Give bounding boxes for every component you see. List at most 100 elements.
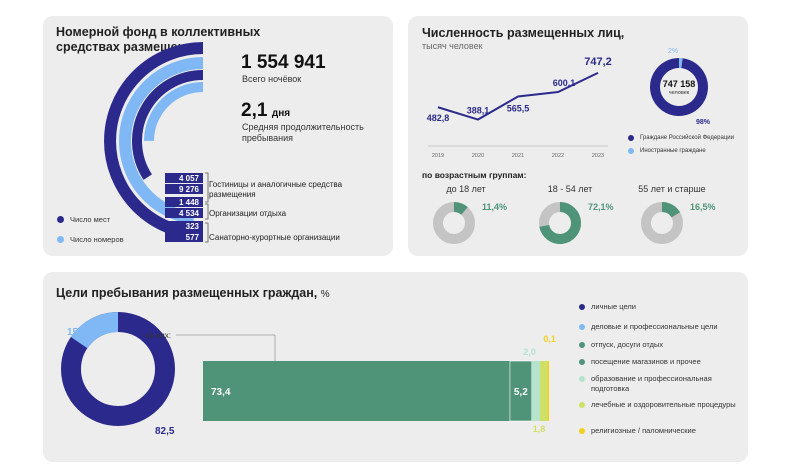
purpose-legend-item: образование и профессиональная подготовк… bbox=[579, 374, 744, 394]
purpose-legend-label: религиозные / паломнические bbox=[591, 426, 696, 435]
age-groups-title: по возрастным группам: bbox=[422, 170, 527, 180]
bar-label-places-hotels-bg bbox=[165, 184, 203, 194]
age-label-2: 55 лет и старше bbox=[638, 184, 706, 194]
age-value-label: 16,5% bbox=[690, 202, 716, 212]
bar-label-places-recreation-bg bbox=[165, 208, 203, 218]
x-tick-label: 2021 bbox=[512, 153, 524, 159]
stack-value-label: 73,4 bbox=[211, 387, 231, 398]
data-label: 482,8 bbox=[427, 113, 450, 123]
age-donut-slice bbox=[453, 202, 468, 215]
purpose-title-text: Цели пребывания размещенных граждан, bbox=[56, 286, 318, 300]
bar-label-places-hotels: 9 276 bbox=[179, 185, 200, 194]
legend-dot-icon bbox=[57, 216, 64, 223]
legend-dot-icon bbox=[579, 342, 585, 348]
stack-segment bbox=[540, 361, 548, 421]
category-label-sanatorium: Санаторно-курортные организации bbox=[209, 233, 340, 242]
stack-value-label: 1,8 bbox=[533, 424, 546, 434]
age-donut-slice bbox=[661, 202, 681, 218]
legend-dot-icon bbox=[579, 376, 585, 382]
of-which-label: из них: bbox=[146, 331, 171, 340]
legend-dot-icon bbox=[579, 304, 585, 310]
total-rooms-label: Всего ночёвок bbox=[242, 74, 302, 84]
donut-center-label: человек bbox=[668, 90, 690, 96]
accommodated-persons-panel: Численность размещенных лиц, тысяч челов… bbox=[408, 16, 748, 256]
data-label: 747,2 bbox=[584, 56, 612, 68]
legend-dot-icon bbox=[628, 148, 634, 154]
x-tick-label: 2019 bbox=[432, 153, 444, 159]
bar-label-places-recreation: 4 534 bbox=[179, 209, 200, 218]
purpose-title-unit: % bbox=[320, 289, 330, 300]
persons-line-chart: 2019 2020 2021 2022 2023 482,8 388,1 565,5 600,1… bbox=[427, 48, 716, 244]
purpose-legend-label: отпуск, досуги отдых bbox=[591, 340, 664, 349]
radial-bar-rooms-recreation bbox=[144, 82, 204, 142]
purpose-legend-item: личные цели bbox=[579, 302, 744, 312]
travel-purpose-panel: Цели пребывания размещенных граждан, % 1… bbox=[43, 272, 748, 462]
x-tick-label: 2023 bbox=[592, 153, 604, 159]
legend-places: Число мест bbox=[57, 215, 110, 224]
category-label-hotels: Гостиницы и аналогичные средства размеще… bbox=[209, 180, 343, 199]
purpose-legend-item: деловые и профессиональные цели bbox=[579, 322, 744, 332]
radial-bar-places-hotels bbox=[104, 42, 204, 240]
bar-label-rooms-sanatorium: 323 bbox=[186, 222, 200, 231]
legend-foreigners-label: Иностранные граждане bbox=[640, 148, 706, 154]
category-bracket bbox=[205, 222, 209, 243]
room-fund-panel: Номерной фонд в коллективных средствах р… bbox=[43, 16, 393, 256]
legend-dot-icon bbox=[628, 135, 634, 141]
stack-value-label: 0,1 bbox=[543, 334, 556, 344]
purpose-value-business: 15,5 bbox=[67, 327, 87, 338]
age-value-label: 11,4% bbox=[482, 202, 507, 212]
purpose-value-personal: 82,5 bbox=[155, 426, 175, 437]
radial-bar-chart: 4 057 9 276 1 448 4 534 323 577 bbox=[104, 42, 209, 243]
data-label: 388,1 bbox=[467, 106, 490, 116]
data-label: 600,1 bbox=[553, 78, 576, 88]
bar-label-rooms-sanatorium-bg bbox=[165, 221, 203, 231]
legend-citizens: Граждане Российской Федерации bbox=[628, 135, 734, 141]
total-rooms-value: 1 554 941 bbox=[241, 52, 326, 73]
bar-label-rooms-recreation-bg bbox=[165, 197, 203, 207]
legend-rooms-label: Число номеров bbox=[70, 235, 124, 244]
donut-center-value: 747 158 bbox=[662, 79, 696, 89]
nationality-value-citizens: 98% bbox=[696, 119, 711, 126]
bar-label-places-sanatorium: 577 bbox=[186, 233, 200, 242]
nationality-donut-slice bbox=[650, 58, 708, 116]
radial-bar-places-recreation bbox=[132, 70, 204, 180]
stack-segment bbox=[547, 361, 550, 421]
stack-value-label: 2,0 bbox=[523, 347, 536, 357]
x-tick-label: 2020 bbox=[472, 153, 484, 159]
data-label: 565,5 bbox=[507, 103, 530, 113]
persons-series-line bbox=[437, 71, 599, 121]
nationality-value-foreigners: 2% bbox=[668, 48, 678, 55]
legend-dot-icon bbox=[579, 324, 585, 330]
category-label-recreation: Организации отдыха bbox=[209, 209, 287, 218]
purpose-title: Цели пребывания размещенных граждан, % bbox=[56, 286, 330, 302]
x-tick-label: 2022 bbox=[552, 153, 564, 159]
legend-citizens-label: Граждане Российской Федерации bbox=[640, 135, 734, 141]
avg-stay-unit: дня bbox=[271, 108, 291, 119]
purpose-legend-item: посещение магазинов и прочее bbox=[579, 357, 744, 367]
purpose-donut-slice-business bbox=[70, 312, 119, 349]
legend-rooms: Число номеров bbox=[57, 235, 124, 244]
age-value-label: 72,1% bbox=[588, 202, 614, 212]
purpose-legend-item: отпуск, досуги отдых bbox=[579, 340, 744, 350]
stack-segment bbox=[531, 361, 541, 421]
purpose-legend-item: лечебные и оздоровительные процедуры bbox=[579, 400, 744, 410]
legend-dot-icon bbox=[579, 359, 585, 365]
purpose-legend-label: деловые и профессиональные цели bbox=[591, 322, 718, 331]
purpose-legend-label: личные цели bbox=[591, 302, 636, 311]
category-bracket bbox=[205, 172, 209, 203]
purpose-legend-label: образование и профессиональная подготовк… bbox=[591, 374, 712, 393]
persons-subtitle: тысяч человек bbox=[422, 41, 483, 51]
legend-dot-icon bbox=[579, 402, 585, 408]
legend-places-label: Число мест bbox=[70, 215, 111, 224]
category-bracket bbox=[205, 203, 209, 220]
age-label-1: 18 - 54 лет bbox=[547, 184, 593, 194]
avg-stay: 2,1 дня bbox=[241, 100, 290, 122]
avg-stay-value: 2,1 bbox=[241, 100, 268, 121]
bar-label-rooms-recreation: 1 448 bbox=[179, 198, 200, 207]
age-donut-slice bbox=[539, 202, 581, 244]
purpose-charts: 15,5 82,5 из них: 73,4 5,2 2,0 1,8 0,1 bbox=[61, 312, 556, 437]
stack-segment bbox=[203, 361, 510, 421]
purpose-legend-label: лечебные и оздоровительные процедуры bbox=[591, 400, 736, 409]
stack-value-label: 5,2 bbox=[514, 387, 528, 398]
persons-title: Численность размещенных лиц, bbox=[422, 26, 625, 40]
